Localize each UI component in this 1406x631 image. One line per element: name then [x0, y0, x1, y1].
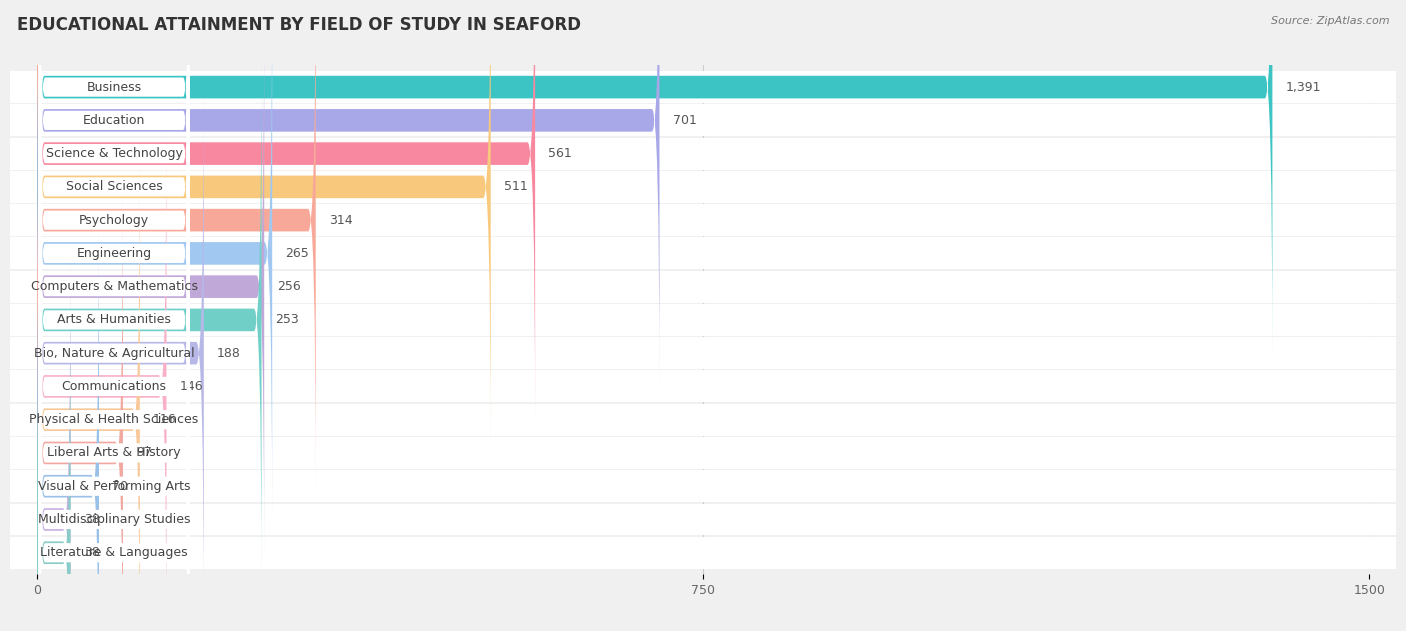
- FancyBboxPatch shape: [37, 281, 70, 631]
- FancyBboxPatch shape: [38, 89, 190, 551]
- FancyBboxPatch shape: [38, 189, 190, 631]
- FancyBboxPatch shape: [37, 115, 166, 631]
- FancyBboxPatch shape: [10, 537, 1396, 569]
- FancyBboxPatch shape: [38, 222, 190, 631]
- FancyBboxPatch shape: [37, 248, 70, 631]
- Text: Engineering: Engineering: [76, 247, 152, 260]
- FancyBboxPatch shape: [37, 0, 1272, 358]
- Text: Source: ZipAtlas.com: Source: ZipAtlas.com: [1271, 16, 1389, 26]
- Text: 38: 38: [84, 546, 100, 559]
- FancyBboxPatch shape: [10, 370, 1396, 403]
- FancyBboxPatch shape: [38, 0, 190, 318]
- FancyBboxPatch shape: [38, 289, 190, 631]
- Text: Visual & Performing Arts: Visual & Performing Arts: [38, 480, 190, 493]
- Text: Literature & Languages: Literature & Languages: [41, 546, 188, 559]
- Text: 265: 265: [285, 247, 309, 260]
- Text: Bio, Nature & Agricultural: Bio, Nature & Agricultural: [34, 346, 194, 360]
- Text: 256: 256: [277, 280, 301, 293]
- Text: 38: 38: [84, 513, 100, 526]
- FancyBboxPatch shape: [38, 56, 190, 517]
- FancyBboxPatch shape: [38, 156, 190, 617]
- FancyBboxPatch shape: [10, 104, 1396, 136]
- FancyBboxPatch shape: [37, 182, 122, 631]
- FancyBboxPatch shape: [10, 71, 1396, 103]
- Text: 146: 146: [180, 380, 204, 393]
- Text: 253: 253: [274, 314, 298, 326]
- FancyBboxPatch shape: [37, 215, 98, 631]
- Text: 314: 314: [329, 214, 353, 227]
- Text: Communications: Communications: [62, 380, 166, 393]
- Text: Psychology: Psychology: [79, 214, 149, 227]
- Text: Education: Education: [83, 114, 145, 127]
- Text: Social Sciences: Social Sciences: [66, 180, 163, 193]
- FancyBboxPatch shape: [38, 23, 190, 484]
- FancyBboxPatch shape: [37, 49, 262, 591]
- FancyBboxPatch shape: [10, 271, 1396, 303]
- Text: Liberal Arts & History: Liberal Arts & History: [48, 447, 181, 459]
- Text: 97: 97: [136, 447, 152, 459]
- FancyBboxPatch shape: [38, 122, 190, 584]
- Text: Multidisciplinary Studies: Multidisciplinary Studies: [38, 513, 190, 526]
- FancyBboxPatch shape: [10, 237, 1396, 269]
- FancyBboxPatch shape: [38, 322, 190, 631]
- FancyBboxPatch shape: [10, 138, 1396, 170]
- FancyBboxPatch shape: [10, 504, 1396, 536]
- FancyBboxPatch shape: [37, 0, 536, 425]
- FancyBboxPatch shape: [10, 204, 1396, 236]
- FancyBboxPatch shape: [38, 256, 190, 631]
- FancyBboxPatch shape: [38, 0, 190, 418]
- FancyBboxPatch shape: [10, 437, 1396, 469]
- Text: 701: 701: [673, 114, 697, 127]
- FancyBboxPatch shape: [38, 0, 190, 351]
- Text: EDUCATIONAL ATTAINMENT BY FIELD OF STUDY IN SEAFORD: EDUCATIONAL ATTAINMENT BY FIELD OF STUDY…: [17, 16, 581, 34]
- Text: Computers & Mathematics: Computers & Mathematics: [31, 280, 198, 293]
- FancyBboxPatch shape: [37, 0, 659, 392]
- Text: 1,391: 1,391: [1285, 81, 1322, 93]
- FancyBboxPatch shape: [10, 337, 1396, 369]
- Text: 70: 70: [112, 480, 128, 493]
- Text: Arts & Humanities: Arts & Humanities: [58, 314, 172, 326]
- FancyBboxPatch shape: [37, 0, 273, 525]
- Text: Physical & Health Sciences: Physical & Health Sciences: [30, 413, 198, 426]
- Text: 188: 188: [217, 346, 240, 360]
- FancyBboxPatch shape: [37, 148, 139, 631]
- FancyBboxPatch shape: [10, 404, 1396, 435]
- FancyBboxPatch shape: [10, 470, 1396, 502]
- FancyBboxPatch shape: [37, 0, 491, 458]
- Text: 511: 511: [503, 180, 527, 193]
- FancyBboxPatch shape: [38, 0, 190, 451]
- Text: 116: 116: [153, 413, 177, 426]
- Text: Business: Business: [87, 81, 142, 93]
- FancyBboxPatch shape: [10, 171, 1396, 203]
- FancyBboxPatch shape: [37, 82, 204, 625]
- Text: Science & Technology: Science & Technology: [45, 147, 183, 160]
- FancyBboxPatch shape: [37, 15, 264, 558]
- Text: 561: 561: [548, 147, 572, 160]
- FancyBboxPatch shape: [38, 0, 190, 384]
- FancyBboxPatch shape: [10, 304, 1396, 336]
- FancyBboxPatch shape: [37, 0, 316, 492]
